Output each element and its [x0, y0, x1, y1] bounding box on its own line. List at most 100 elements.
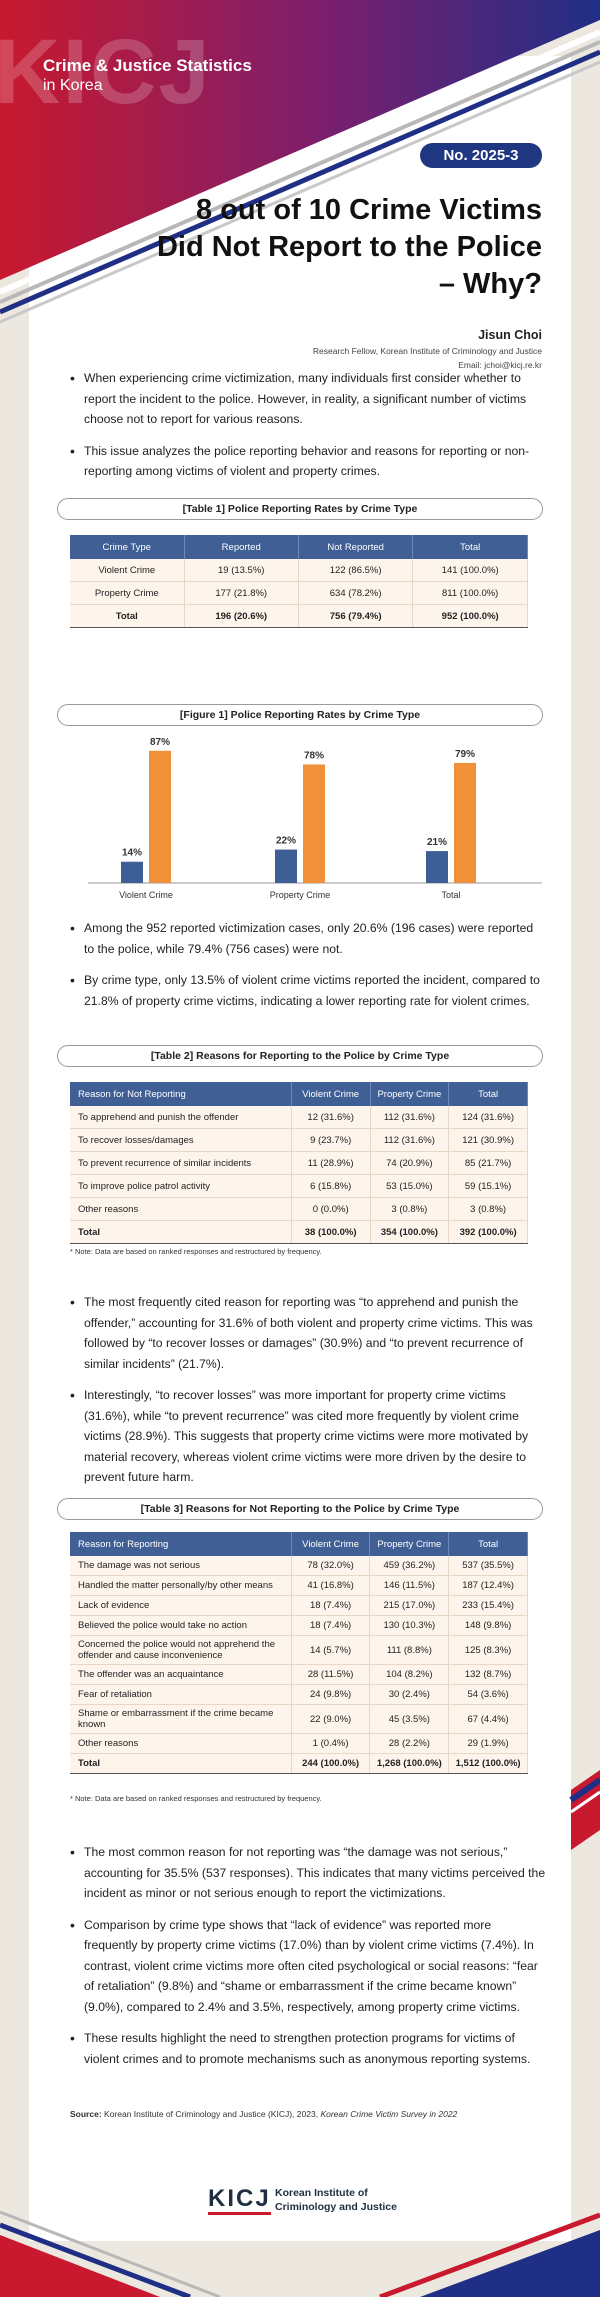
table-row: Believed the police would take no action… — [70, 1615, 528, 1636]
bullet: Interestingly, “to recover losses” was m… — [70, 1385, 546, 1488]
header-row: Crime Type Reported Not Reported Total — [70, 535, 528, 559]
stripe — [0, 29, 600, 295]
table-cell: 130 (10.3%) — [369, 1615, 450, 1636]
bar — [149, 750, 171, 883]
table-cell: 132 (8.7%) — [448, 1664, 528, 1685]
table-row: Other reasons 1 (0.4%) 28 (2.2%) 29 (1.9%) — [70, 1733, 528, 1754]
side-stripe — [569, 1777, 600, 1803]
table-cell: 177 (21.8%) — [184, 581, 299, 605]
bar — [454, 762, 476, 883]
value-label: 78% — [304, 750, 324, 761]
bullet: Comparison by crime type shows that “lac… — [70, 1915, 546, 2018]
stripe — [0, 40, 600, 304]
footer-org-line: Criminology and Justice — [275, 2201, 397, 2213]
table-cell: 111 (8.8%) — [369, 1635, 450, 1665]
bar — [303, 764, 325, 883]
table-cell: 1,268 (100.0%) — [369, 1753, 450, 1774]
table-cell: To improve police patrol activity — [70, 1174, 292, 1198]
column-header: Total — [448, 1532, 528, 1556]
table-cell: 244 (100.0%) — [291, 1753, 371, 1774]
table-cell: 121 (30.9%) — [448, 1128, 528, 1152]
table-title: [Table 2] Reasons for Reporting to the P… — [57, 1045, 543, 1067]
table-cell: 18 (7.4%) — [291, 1615, 371, 1636]
table-row: Other reasons 0 (0.0%) 3 (0.8%) 3 (0.8%) — [70, 1197, 528, 1221]
table-title: [Table 3] Reasons for Not Reporting to t… — [57, 1498, 543, 1520]
table-cell: Concerned the police would not apprehend… — [70, 1635, 292, 1665]
table-row: Handled the matter personally/by other m… — [70, 1575, 528, 1596]
bar — [275, 849, 297, 883]
bottom-stripe — [379, 2212, 600, 2297]
table-cell: Total — [70, 604, 185, 628]
column-header: Property Crime — [369, 1532, 450, 1556]
table-cell: 392 (100.0%) — [448, 1220, 528, 1244]
table-cell: 74 (20.9%) — [370, 1151, 450, 1175]
bullet: The most frequently cited reason for rep… — [70, 1292, 546, 1374]
table-row: Total 244 (100.0%) 1,268 (100.0%) 1,512 (10… — [70, 1753, 528, 1774]
author-affiliation: Research Fellow, Korean Institute of Cri… — [312, 346, 542, 356]
table-row: The offender was an acquaintance 28 (11.5… — [70, 1664, 528, 1685]
value-label: 22% — [276, 836, 296, 847]
table-cell: 12 (31.6%) — [291, 1106, 371, 1129]
table-title: [Table 1] Police Reporting Rates by Crim… — [57, 498, 543, 520]
column-header: Reported — [184, 535, 299, 559]
author-email: Email: jchoi@kicj.re.kr — [458, 360, 542, 370]
column-header: Reason for Reporting — [70, 1532, 292, 1556]
table-cell: Total — [70, 1753, 292, 1774]
table-cell: To recover losses/damages — [70, 1128, 292, 1152]
table-cell: 104 (8.2%) — [369, 1664, 450, 1685]
table-cell: Other reasons — [70, 1733, 292, 1754]
table-cell: To apprehend and punish the offender — [70, 1106, 292, 1129]
table-note: * Note: Data are based on ranked respons… — [70, 1794, 322, 1803]
table-cell: 53 (15.0%) — [370, 1174, 450, 1198]
table-cell: Property Crime — [70, 581, 185, 605]
table-cell: 537 (35.5%) — [448, 1556, 528, 1576]
bullet-list: Among the 952 reported victimization cas… — [70, 918, 546, 1022]
table-cell: 634 (78.2%) — [298, 581, 414, 605]
bottom-stripe — [0, 2222, 191, 2297]
stripe — [0, 49, 600, 315]
table-row: Property Crime 177 (21.8%) 634 (78.2%) 811 … — [70, 581, 528, 605]
table-cell: 112 (31.6%) — [370, 1128, 450, 1152]
title-line: 8 out of 10 Crime Victims — [196, 194, 542, 226]
header-row: Reason for Not Reporting Violent Crime Pro… — [70, 1082, 528, 1106]
column-header: Violent Crime — [291, 1082, 371, 1106]
table-row: To prevent recurrence of similar inciden… — [70, 1151, 528, 1175]
table-cell: 354 (100.0%) — [370, 1220, 450, 1244]
bottom-stripe — [0, 2235, 160, 2297]
column-header: Violent Crime — [291, 1532, 371, 1556]
table-cell: Handled the matter personally/by other m… — [70, 1575, 292, 1596]
table-cell: 112 (31.6%) — [370, 1106, 450, 1129]
table-cell: 24 (9.8%) — [291, 1684, 371, 1705]
table-cell: Lack of evidence — [70, 1595, 292, 1616]
table-cell: 22 (9.0%) — [291, 1704, 371, 1734]
table-cell: 18 (7.4%) — [291, 1595, 371, 1616]
bottom-stripe — [420, 2230, 600, 2297]
table-cell: 38 (100.0%) — [291, 1220, 371, 1244]
table-row: Total 38 (100.0%) 354 (100.0%) 392 (100.0%) — [70, 1220, 528, 1244]
bullet: Among the 952 reported victimization cas… — [70, 918, 546, 959]
bar — [121, 861, 143, 883]
bullet: By crime type, only 13.5% of violent cri… — [70, 970, 546, 1011]
table-cell: 146 (11.5%) — [369, 1575, 450, 1596]
table-cell: Fear of retaliation — [70, 1684, 292, 1705]
table-cell: To prevent recurrence of similar inciden… — [70, 1151, 292, 1175]
table-cell: 196 (20.6%) — [184, 604, 299, 628]
column-header: Total — [412, 535, 528, 559]
header-row: Reason for Reporting Violent Crime Propert… — [70, 1532, 528, 1556]
table-cell: 14 (5.7%) — [291, 1635, 371, 1665]
table-cell: 11 (28.9%) — [291, 1151, 371, 1175]
column-header: Property Crime — [370, 1082, 450, 1106]
table-cell: 85 (21.7%) — [448, 1151, 528, 1175]
table-cell: 54 (3.6%) — [448, 1684, 528, 1705]
table-row: To improve police patrol activity 6 (15.8… — [70, 1174, 528, 1198]
title: 8 out of 10 Crime Victims Did Not Report … — [157, 192, 542, 303]
source-label: Source: — [70, 2109, 102, 2119]
column-header: Total — [448, 1082, 528, 1106]
author-name: Jisun Choi — [478, 328, 542, 342]
bullet: When experiencing crime victimization, m… — [70, 368, 546, 430]
table-cell: The damage was not serious — [70, 1556, 292, 1576]
table-cell: The offender was an acquaintance — [70, 1664, 292, 1685]
table-cell: 141 (100.0%) — [412, 559, 528, 582]
table-cell: Total — [70, 1220, 292, 1244]
